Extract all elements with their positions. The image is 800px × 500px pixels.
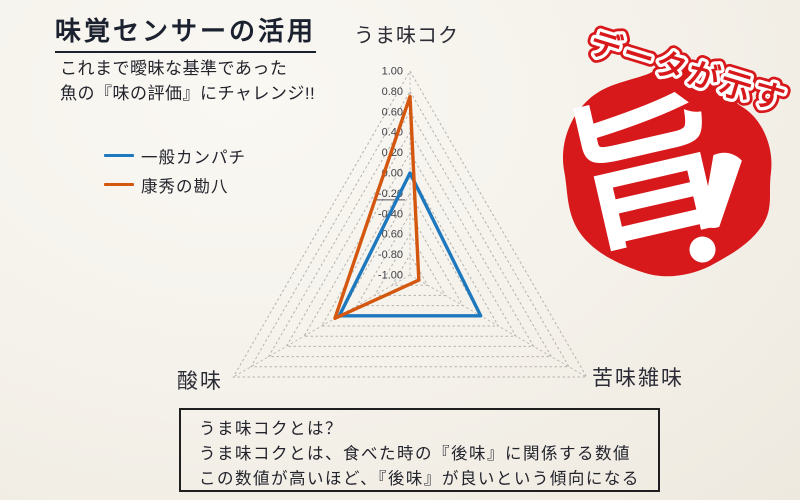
page-title: 味覚センサーの活用 xyxy=(55,11,317,53)
radar-gridline xyxy=(232,69,588,378)
legend-line-swatch-blue xyxy=(104,154,134,157)
radar-tick-label: 0.00 xyxy=(382,168,403,180)
note-line-1: うま味コクとは？ xyxy=(199,420,343,438)
intro-line-1: これまで曖昧な基準であった xyxy=(60,59,288,78)
legend-item-kanpachi: 一般カンパチ xyxy=(104,141,246,170)
note-line-2: うま味コクとは、食べた時の『後味』に関係する数値 xyxy=(199,445,631,464)
radar-series-康秀の勘八 xyxy=(333,94,421,321)
legend-item-kousyu: 康秀の勘八 xyxy=(104,170,246,199)
radar-axis-line xyxy=(233,274,411,378)
chart-legend: 一般カンパチ 康秀の勘八 xyxy=(104,141,246,199)
uma-sticker: データが示す データが示す 旨 xyxy=(553,19,797,277)
radar-tick-label: 0.80 xyxy=(382,86,403,98)
radar-gridline xyxy=(267,110,553,358)
radar-tick-label: 0.60 xyxy=(382,106,403,118)
intro-line-2: 魚の『味の評価』にチャレンジ!! xyxy=(60,83,316,103)
radar-series-一般カンパチ xyxy=(337,171,483,318)
radar-tick-label: -0.60 xyxy=(378,229,403,241)
umami-note-box: うま味コクとは？ うま味コクとは、食べた時の『後味』に関係する数値 この数値が高… xyxy=(179,408,660,492)
note-line-3: この数値が高いほど、『後味』が良いという傾向になる xyxy=(199,470,640,489)
radar-tick-label: -0.80 xyxy=(378,249,403,261)
legend-label: 康秀の勘八 xyxy=(141,177,229,196)
radar-tick-label: -1.00 xyxy=(378,270,403,282)
radar-chart: 1.000.800.600.400.200.00-0.20-0.40-0.60-… xyxy=(232,66,588,378)
radar-gridline xyxy=(320,171,500,327)
intro-text: これまで曖昧な基準であった 魚の『味の評価』にチャレンジ!! xyxy=(60,57,315,106)
legend-label: 一般カンパチ xyxy=(141,148,246,167)
radar-gridline xyxy=(250,90,570,368)
exclamation-mark xyxy=(689,152,742,263)
radar-gridline xyxy=(303,151,517,337)
axis-label-umami-koku: うま味コク xyxy=(354,25,459,47)
radar-gridline xyxy=(373,233,447,296)
radar-gridline xyxy=(285,131,535,347)
axis-label-nigami-zatsumi: 苦味雑味 xyxy=(592,367,684,390)
radar-tick-label: 1.00 xyxy=(382,66,403,78)
legend-line-swatch-orange xyxy=(104,183,134,186)
axis-label-sanmi: 酸味 xyxy=(177,370,223,393)
